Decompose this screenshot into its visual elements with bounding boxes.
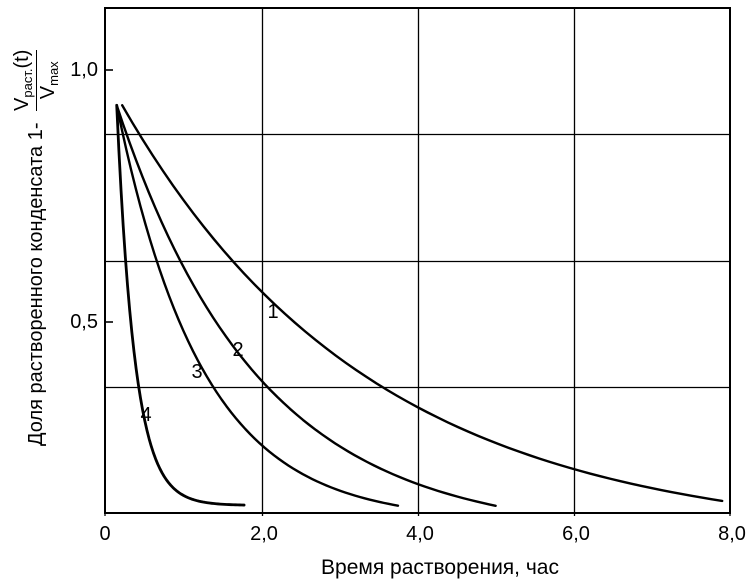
svg-text:0,5: 0,5 [70, 311, 98, 333]
svg-text:3: 3 [191, 361, 202, 383]
svg-text:6,0: 6,0 [562, 523, 590, 545]
svg-text:4: 4 [140, 404, 151, 426]
svg-text:0: 0 [99, 523, 110, 545]
svg-text:2,0: 2,0 [250, 523, 278, 545]
svg-text:4,0: 4,0 [406, 523, 434, 545]
svg-text:2: 2 [232, 339, 243, 361]
svg-text:8,0: 8,0 [718, 523, 746, 545]
svg-text:1,0: 1,0 [70, 59, 98, 81]
svg-text:1: 1 [267, 301, 278, 323]
svg-text:Время растворения, час: Время растворения, час [321, 556, 559, 579]
